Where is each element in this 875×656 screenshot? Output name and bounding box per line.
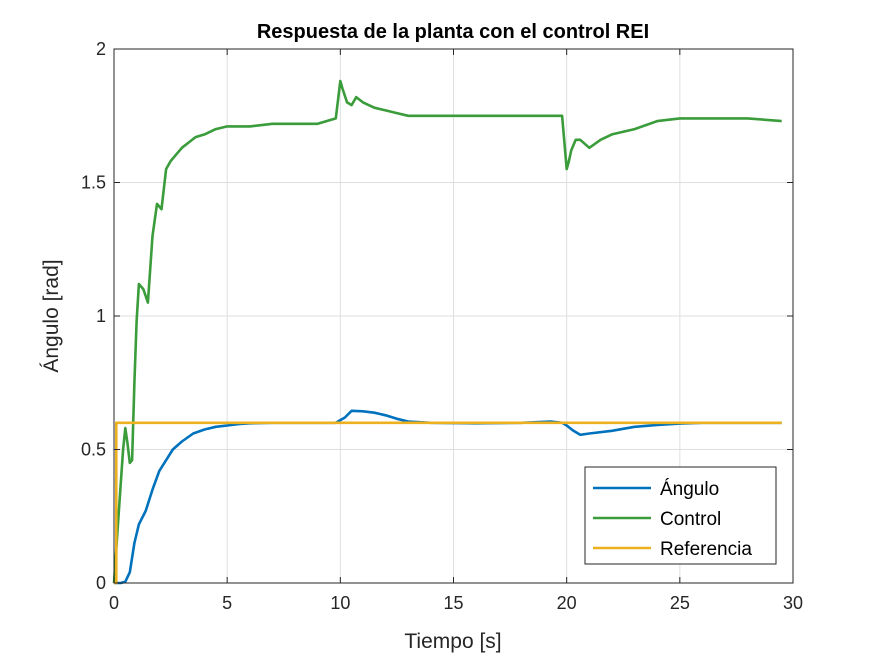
legend-label: Referencia [660,539,752,560]
series-line--ngulo [114,409,782,585]
x-tick-label: 10 [330,593,350,613]
y-tick-label: 2 [96,39,106,59]
x-tick-label: 5 [222,593,232,613]
x-tick-label: 25 [670,593,690,613]
y-axis-label: Ángulo [rad] [40,259,63,372]
y-tick-label: 1.5 [81,173,106,193]
y-tick-label: 0.5 [81,440,106,460]
y-tick-label: 0 [96,573,106,593]
legend-label: Ángulo [660,479,719,500]
x-tick-label: 30 [783,593,803,613]
x-axis-label: Tiempo [s] [404,630,501,653]
ticks: 0 5 10 15 20 25 30 0 0.5 1 1.5 2 [81,39,803,613]
y-tick-label: 1 [96,306,106,326]
chart-title: Respuesta de la planta con el control RE… [257,21,649,43]
x-tick-label: 20 [557,593,577,613]
legend: Ángulo Control Referencia [584,466,777,565]
series-line-control [112,79,782,584]
x-tick-label: 0 [109,593,119,613]
x-tick-label: 15 [443,593,463,613]
legend-label: Control [660,509,721,530]
